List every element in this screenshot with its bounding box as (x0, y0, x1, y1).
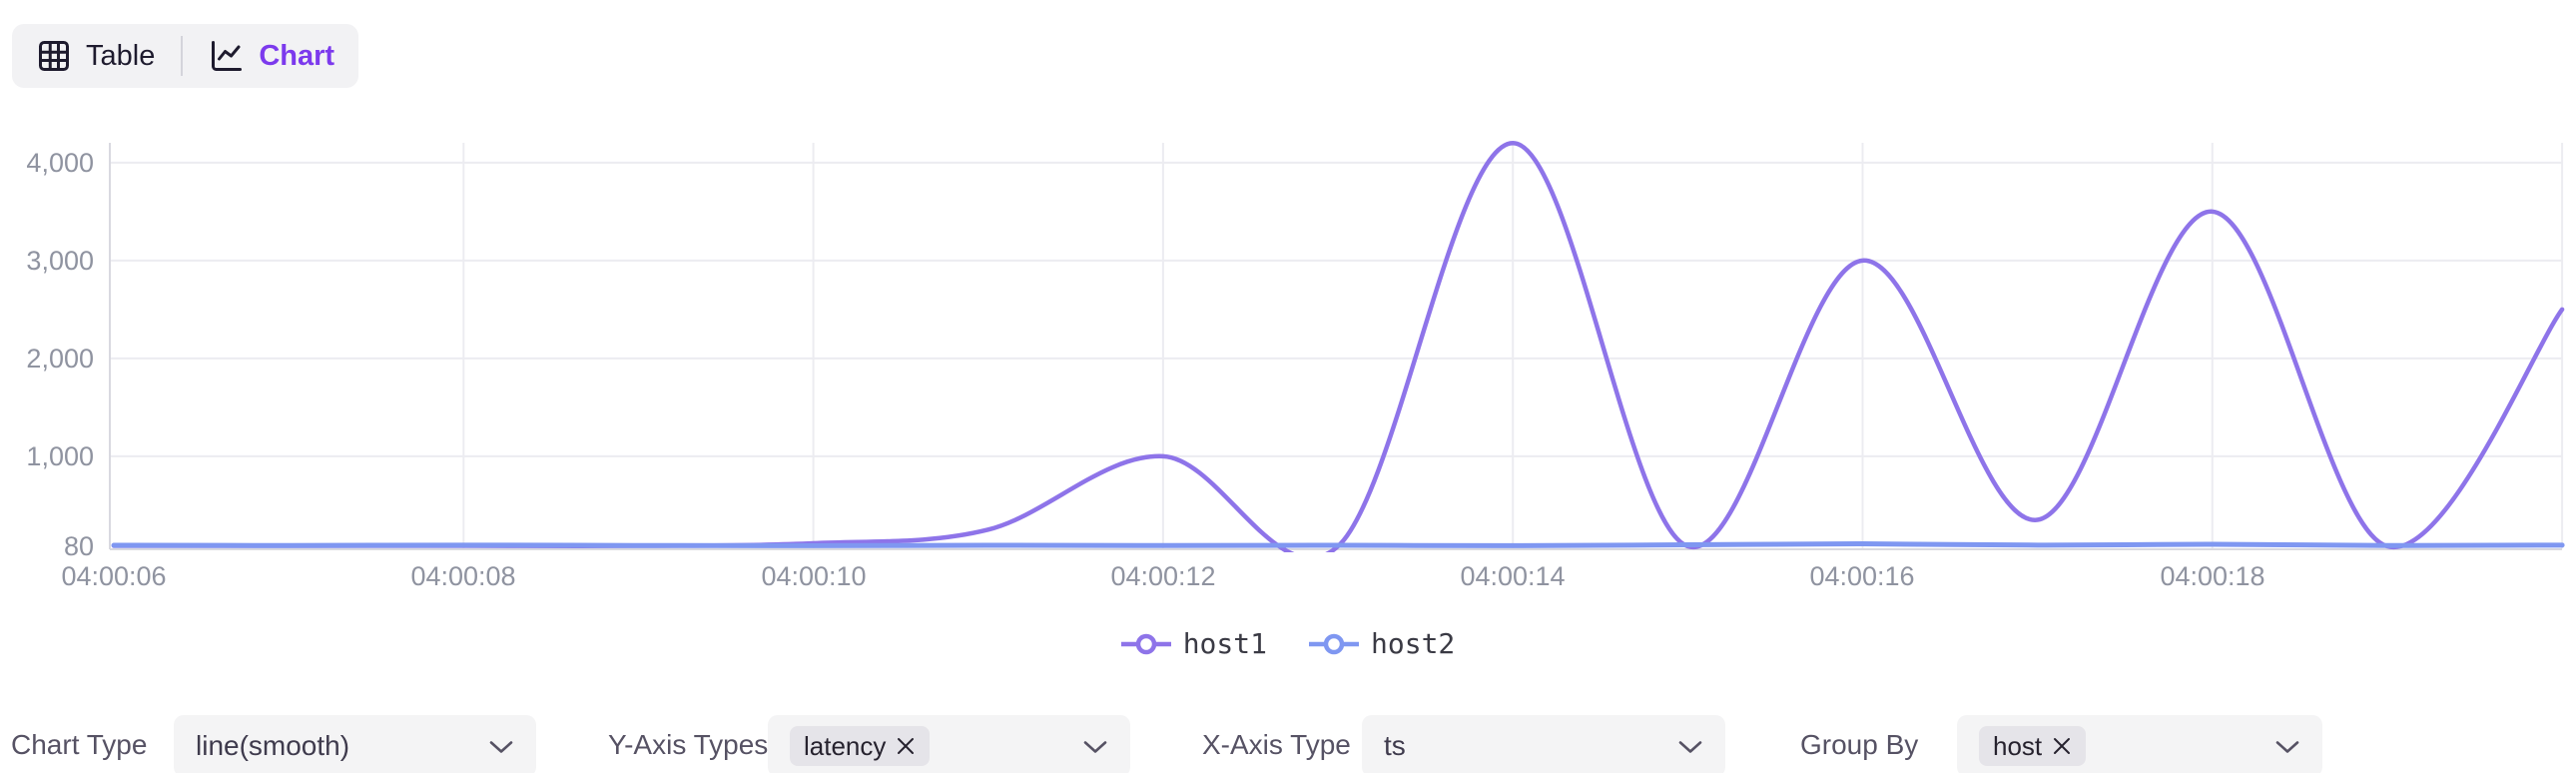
x-close-icon (2054, 738, 2071, 754)
legend-item-host1[interactable]: host1 (1120, 627, 1267, 660)
x-axis-tick: 04:00:10 (761, 561, 867, 591)
chevron-down-icon (1083, 741, 1107, 753)
x-axis-tick: 04:00:14 (1460, 561, 1566, 591)
chevron-down-icon (489, 741, 513, 753)
y-axis-tick: 2,000 (26, 344, 94, 374)
chart-type-select[interactable]: line(smooth) (174, 715, 536, 773)
y-axis-types-label: Y-Axis Types (608, 729, 769, 760)
x-axis-tick: 04:00:08 (410, 561, 516, 591)
chart-canvas[interactable] (0, 0, 2576, 699)
group-by-select[interactable]: host (1957, 715, 2322, 773)
remove-tag-button[interactable] (896, 736, 916, 756)
line-chart-icon (212, 41, 243, 71)
chart-legend: host1 host2 (0, 627, 2576, 660)
x-axis-type-value: ts (1384, 730, 1406, 761)
y-axis-types-select[interactable]: latency (768, 715, 1130, 773)
group-by-label: Group By (1800, 729, 1919, 760)
remove-tag-button[interactable] (2052, 736, 2072, 756)
x-axis-type-label: X-Axis Type (1202, 729, 1351, 760)
table-view-label: Table (86, 39, 156, 72)
table-view-button[interactable]: Table (36, 38, 155, 74)
chevron-down-icon (2275, 741, 2299, 753)
chart-type-label: Chart Type (11, 729, 148, 760)
y-axis-tick: 80 (63, 531, 94, 561)
y-axis-tick: 3,000 (26, 246, 94, 276)
group-by-tag-host: host (1979, 726, 2087, 766)
x-close-icon (898, 738, 915, 754)
series-line-host2 (111, 541, 2565, 548)
x-axis-tick: 04:00:12 (1110, 561, 1216, 591)
view-toggle: Table Chart (12, 24, 359, 88)
chart-area[interactable]: 4,000 3,000 2,000 1,000 80 04:00:06 04:0… (0, 0, 2576, 699)
legend-marker-icon (1120, 633, 1171, 654)
legend-item-host2[interactable]: host2 (1309, 627, 1455, 660)
table-grid-icon (39, 41, 69, 71)
x-axis-tick: 04:00:06 (61, 561, 167, 591)
y-axis-tag-latency: latency (790, 726, 931, 766)
tag-label: host (1993, 730, 2043, 761)
chart-view-button[interactable]: Chart (209, 38, 334, 74)
tag-label: latency (804, 730, 887, 761)
toggle-divider (181, 36, 184, 76)
legend-label: host2 (1371, 627, 1456, 660)
legend-marker-icon (1309, 633, 1359, 654)
y-axis-tick: 4,000 (26, 148, 94, 178)
series-line-host1 (111, 140, 2565, 552)
x-axis-type-select[interactable]: ts (1362, 715, 1725, 773)
legend-label: host1 (1182, 627, 1267, 660)
x-axis-tick: 04:00:18 (2160, 561, 2265, 591)
chevron-down-icon (1678, 741, 1702, 753)
x-axis-tick: 04:00:16 (1809, 561, 1915, 591)
y-axis-tick: 1,000 (26, 441, 94, 471)
chart-view-label: Chart (259, 39, 335, 72)
chart-type-value: line(smooth) (196, 730, 350, 761)
